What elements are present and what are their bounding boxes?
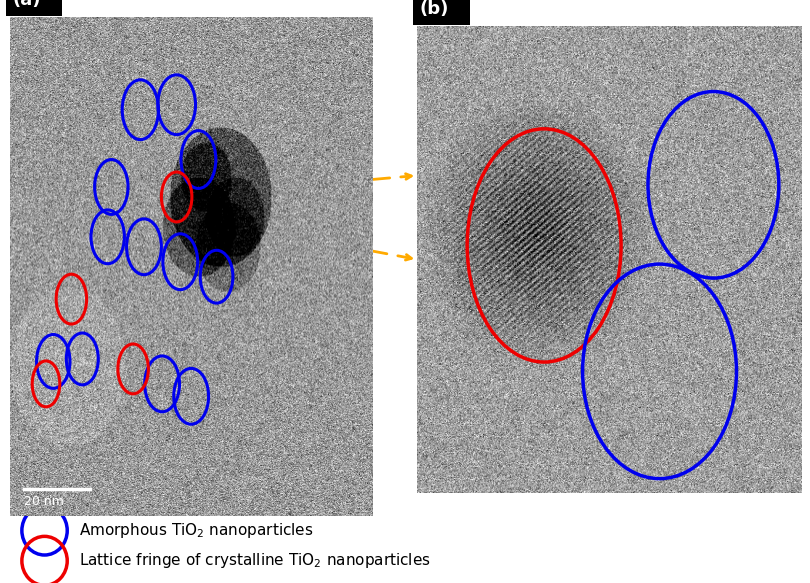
Bar xyxy=(413,0,470,25)
Text: Amorphous TiO$_2$ nanoparticles: Amorphous TiO$_2$ nanoparticles xyxy=(79,521,314,540)
Text: Lattice fringe of crystalline TiO$_2$ nanoparticles: Lattice fringe of crystalline TiO$_2$ na… xyxy=(79,552,431,570)
Text: (a): (a) xyxy=(12,0,40,9)
Bar xyxy=(6,0,62,16)
Text: 20 nm: 20 nm xyxy=(24,494,64,507)
Text: (b): (b) xyxy=(420,0,449,18)
